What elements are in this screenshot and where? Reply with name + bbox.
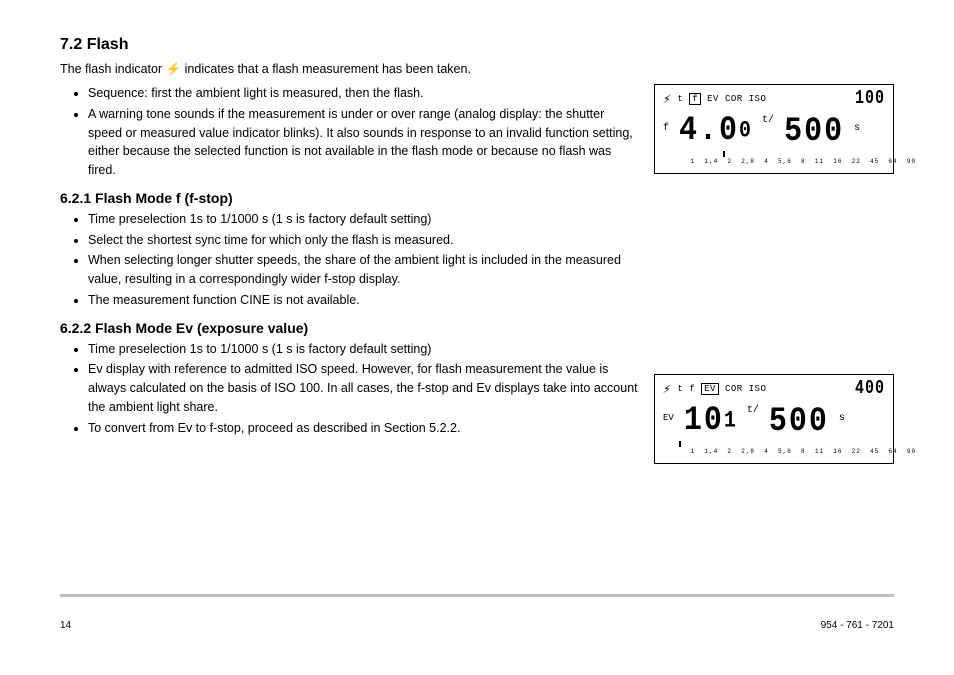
aperture-value: 4.00: [679, 114, 752, 150]
mode-ev-bullet-list: Time preselection 1s to 1/1000 s (1 s is…: [60, 340, 640, 438]
footer-phone: 954 - 761 - 7201: [821, 620, 894, 631]
t-prefix: t/: [762, 115, 774, 126]
lcd-scale-row: 1 1,4 2 2,8 4 5,6 8 11 16 22 45 64 90: [663, 151, 885, 163]
text-column: 7.2 Flash The flash indicator ⚡ indicate…: [60, 36, 640, 437]
ev-value: 101: [684, 404, 737, 440]
mode-ev-block: 6.2.2 Flash Mode Ev (exposure value) Tim…: [60, 320, 640, 438]
lcd-indicator-row: ⚡ t f EV COR ISO 100: [663, 91, 885, 107]
ev-main: 10: [684, 401, 724, 440]
lcd-display-ev: ⚡ t f EV COR ISO 400 EV 101 t/ 500 s 1 1…: [654, 374, 894, 464]
lcd-main-row: f 4.00 t/ 500 s: [663, 109, 885, 147]
horizontal-rule: [60, 594, 894, 597]
iso-value: 400: [855, 381, 885, 397]
iso-label: ISO: [749, 384, 767, 394]
flash-icon: ⚡: [662, 382, 672, 397]
mode-f-heading: 6.2.1 Flash Mode f (f-stop): [60, 190, 640, 206]
list-item: The measurement function CINE is not ava…: [88, 291, 640, 310]
cor-indicator: COR: [725, 94, 743, 104]
aperture-dec: 0: [739, 118, 752, 144]
list-item: Time preselection 1s to 1/1000 s (1 s is…: [88, 340, 640, 359]
list-item: When selecting longer shutter speeds, th…: [88, 251, 640, 289]
ev-indicator-boxed: EV: [701, 383, 719, 395]
scale-pointer: [723, 151, 725, 157]
shutter-value: 500: [784, 115, 844, 150]
f-prefix: f: [663, 123, 669, 134]
manual-page: 7.2 Flash The flash indicator ⚡ indicate…: [0, 0, 954, 675]
flash-icon: ⚡: [662, 92, 672, 107]
ev-dec: 1: [724, 408, 737, 434]
t-indicator: t: [677, 384, 683, 394]
ev-prefix: EV: [663, 413, 674, 423]
section-title: 7.2 Flash: [60, 36, 640, 54]
lcd-scale-row: 1 1,4 2 2,8 4 5,6 8 11 16 22 45 64 90: [663, 441, 885, 453]
iso-value: 100: [855, 91, 885, 107]
f-indicator: f: [689, 384, 695, 394]
seconds-suffix: s: [839, 413, 845, 424]
list-item: A warning tone sounds if the measurement…: [88, 105, 640, 180]
page-footer: 14 954 - 761 - 7201: [60, 620, 894, 631]
aperture-scale: 1 1,4 2 2,8 4 5,6 8 11 16 22 45 64 90: [691, 448, 916, 455]
lcd-indicator-row: ⚡ t f EV COR ISO 400: [663, 381, 885, 397]
aperture-main: 4.0: [679, 111, 739, 150]
intro-bullet-list: Sequence: first the ambient light is mea…: [60, 84, 640, 180]
mode-f-block: 6.2.1 Flash Mode f (f-stop) Time presele…: [60, 190, 640, 310]
mode-ev-heading: 6.2.2 Flash Mode Ev (exposure value): [60, 320, 640, 336]
list-item: Sequence: first the ambient light is mea…: [88, 84, 640, 103]
list-item: Time preselection 1s to 1/1000 s (1 s is…: [88, 210, 640, 229]
lcd-main-row: EV 101 t/ 500 s: [663, 399, 885, 437]
t-prefix: t/: [747, 405, 759, 416]
list-item: Ev display with reference to admitted IS…: [88, 360, 640, 416]
list-item: Select the shortest sync time for which …: [88, 231, 640, 250]
iso-label: ISO: [749, 94, 767, 104]
mode-f-bullet-list: Time preselection 1s to 1/1000 s (1 s is…: [60, 210, 640, 310]
scale-pointer: [679, 441, 681, 447]
t-indicator: t: [677, 94, 683, 104]
seconds-suffix: s: [854, 123, 860, 134]
shutter-value: 500: [769, 405, 829, 440]
aperture-scale: 1 1,4 2 2,8 4 5,6 8 11 16 22 45 64 90: [691, 158, 916, 165]
intro-paragraph: The flash indicator ⚡ indicates that a f…: [60, 60, 640, 78]
f-indicator-boxed: f: [689, 93, 701, 105]
page-number: 14: [60, 620, 71, 631]
lcd-display-fstop: ⚡ t f EV COR ISO 100 f 4.00 t/ 500 s 1 1…: [654, 84, 894, 174]
list-item: To convert from Ev to f-stop, proceed as…: [88, 419, 640, 438]
ev-indicator: EV: [707, 94, 719, 104]
cor-indicator: COR: [725, 384, 743, 394]
